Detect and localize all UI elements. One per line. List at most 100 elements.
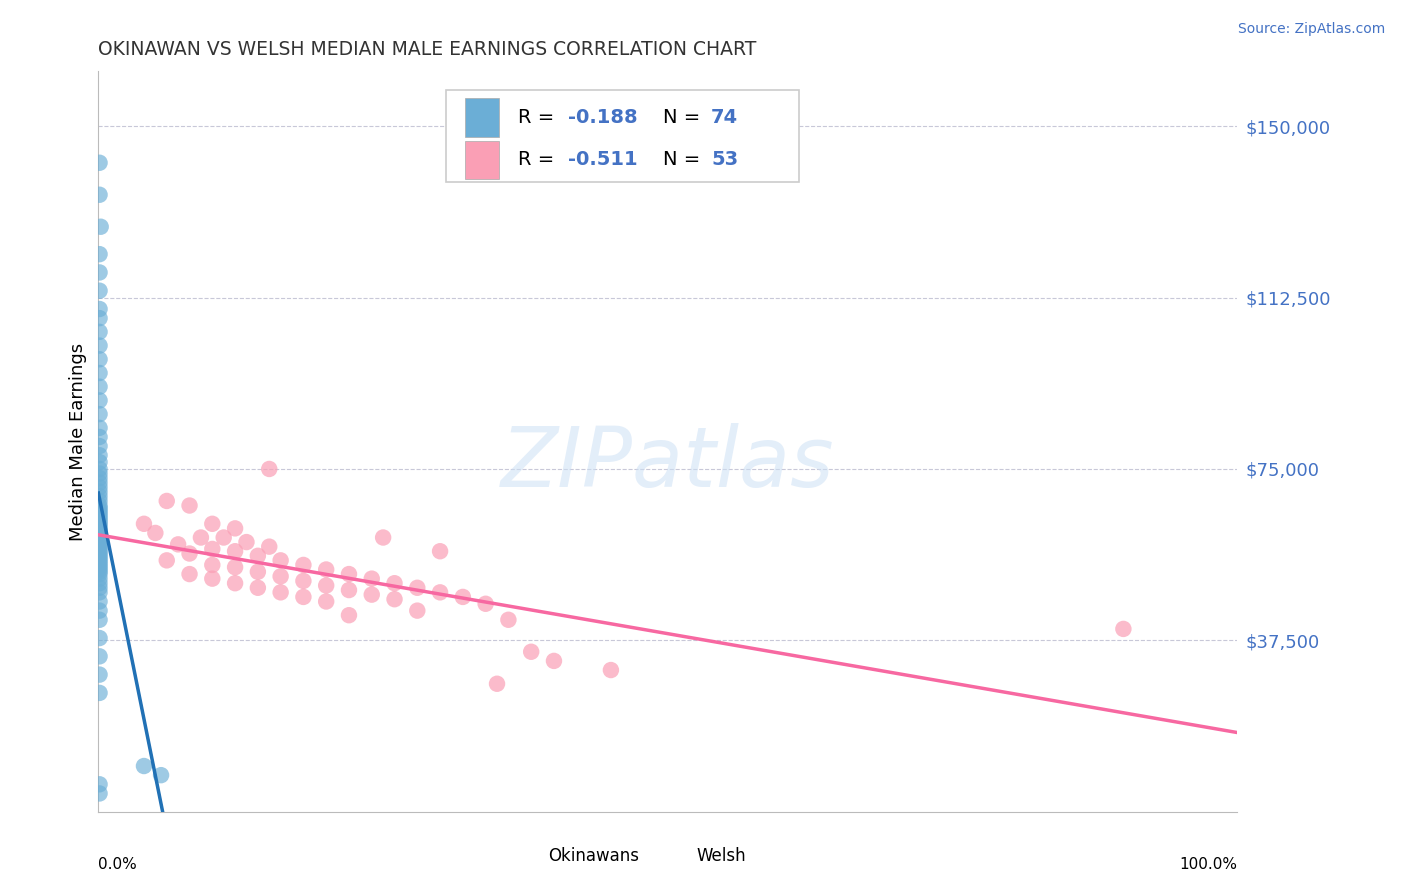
Point <box>89 549 111 563</box>
Point <box>156 553 179 567</box>
Text: Welsh: Welsh <box>696 847 747 865</box>
Point <box>89 500 111 515</box>
Point <box>224 521 246 535</box>
Point <box>89 594 111 608</box>
Point <box>90 219 112 234</box>
Text: OKINAWAN VS WELSH MEDIAN MALE EARNINGS CORRELATION CHART: OKINAWAN VS WELSH MEDIAN MALE EARNINGS C… <box>98 39 756 59</box>
Point <box>89 325 111 339</box>
Point <box>89 499 111 513</box>
Text: -0.511: -0.511 <box>568 151 637 169</box>
Point <box>179 567 201 582</box>
Point <box>156 494 179 508</box>
Point <box>371 531 394 545</box>
Point <box>89 528 111 542</box>
Point <box>89 562 111 576</box>
Point <box>315 562 337 576</box>
Point <box>246 565 269 579</box>
Point <box>89 535 111 549</box>
Text: Okinawans: Okinawans <box>548 847 640 865</box>
Point <box>498 613 520 627</box>
Point <box>132 516 155 531</box>
Point <box>89 604 111 618</box>
Point <box>474 597 496 611</box>
Point <box>292 558 315 572</box>
Point <box>337 608 360 623</box>
Point <box>451 590 474 604</box>
Point <box>201 516 224 531</box>
Point <box>89 558 111 572</box>
Point <box>89 553 111 567</box>
Point <box>89 512 111 526</box>
Point <box>292 574 315 588</box>
Point <box>600 663 623 677</box>
Point <box>292 590 315 604</box>
Point <box>89 556 111 570</box>
Point <box>315 594 337 608</box>
Point <box>89 565 111 579</box>
Point <box>224 576 246 591</box>
Point <box>89 649 111 664</box>
FancyBboxPatch shape <box>520 845 543 868</box>
Point <box>89 265 111 279</box>
Point <box>89 439 111 453</box>
Point <box>89 524 111 538</box>
Point <box>89 421 111 435</box>
Point <box>89 155 111 169</box>
Point <box>89 567 111 582</box>
Point <box>89 301 111 316</box>
Point <box>212 531 235 545</box>
Point <box>89 508 111 522</box>
Point <box>486 677 509 691</box>
Point <box>406 604 429 618</box>
Point <box>224 544 246 558</box>
Point <box>89 533 111 547</box>
Point <box>89 393 111 408</box>
Point <box>89 505 111 519</box>
Point <box>150 768 173 782</box>
Point <box>89 489 111 503</box>
Point <box>89 407 111 421</box>
FancyBboxPatch shape <box>446 90 799 183</box>
Text: 100.0%: 100.0% <box>1180 857 1237 872</box>
Point <box>89 572 111 586</box>
Point <box>270 553 292 567</box>
Point <box>89 480 111 494</box>
Point <box>89 475 111 490</box>
Point <box>89 448 111 462</box>
Point <box>89 541 111 556</box>
Point <box>89 284 111 298</box>
Point <box>89 515 111 529</box>
Text: R =: R = <box>517 108 560 127</box>
Point <box>89 560 111 574</box>
Text: Source: ZipAtlas.com: Source: ZipAtlas.com <box>1237 22 1385 37</box>
Point <box>89 455 111 469</box>
Point <box>89 338 111 352</box>
Point <box>246 581 269 595</box>
Point <box>89 544 111 558</box>
Point <box>89 787 111 801</box>
Text: 0.0%: 0.0% <box>98 857 138 872</box>
Point <box>520 645 543 659</box>
Point <box>259 540 281 554</box>
Point <box>270 585 292 599</box>
Point <box>360 588 382 602</box>
Point <box>360 572 382 586</box>
Point <box>89 540 111 554</box>
Point <box>384 576 406 591</box>
Text: N =: N = <box>664 151 707 169</box>
Point <box>89 380 111 394</box>
Point <box>179 547 201 561</box>
Point <box>89 471 111 485</box>
Point <box>201 558 224 572</box>
Point <box>179 499 201 513</box>
Text: ZIPatlas: ZIPatlas <box>501 423 835 504</box>
Point <box>89 777 111 791</box>
FancyBboxPatch shape <box>668 845 690 868</box>
Point <box>224 560 246 574</box>
Point <box>89 585 111 599</box>
Point <box>89 581 111 595</box>
Point <box>270 569 292 583</box>
Point <box>89 525 111 540</box>
Text: 74: 74 <box>711 108 738 127</box>
Point <box>145 525 167 540</box>
